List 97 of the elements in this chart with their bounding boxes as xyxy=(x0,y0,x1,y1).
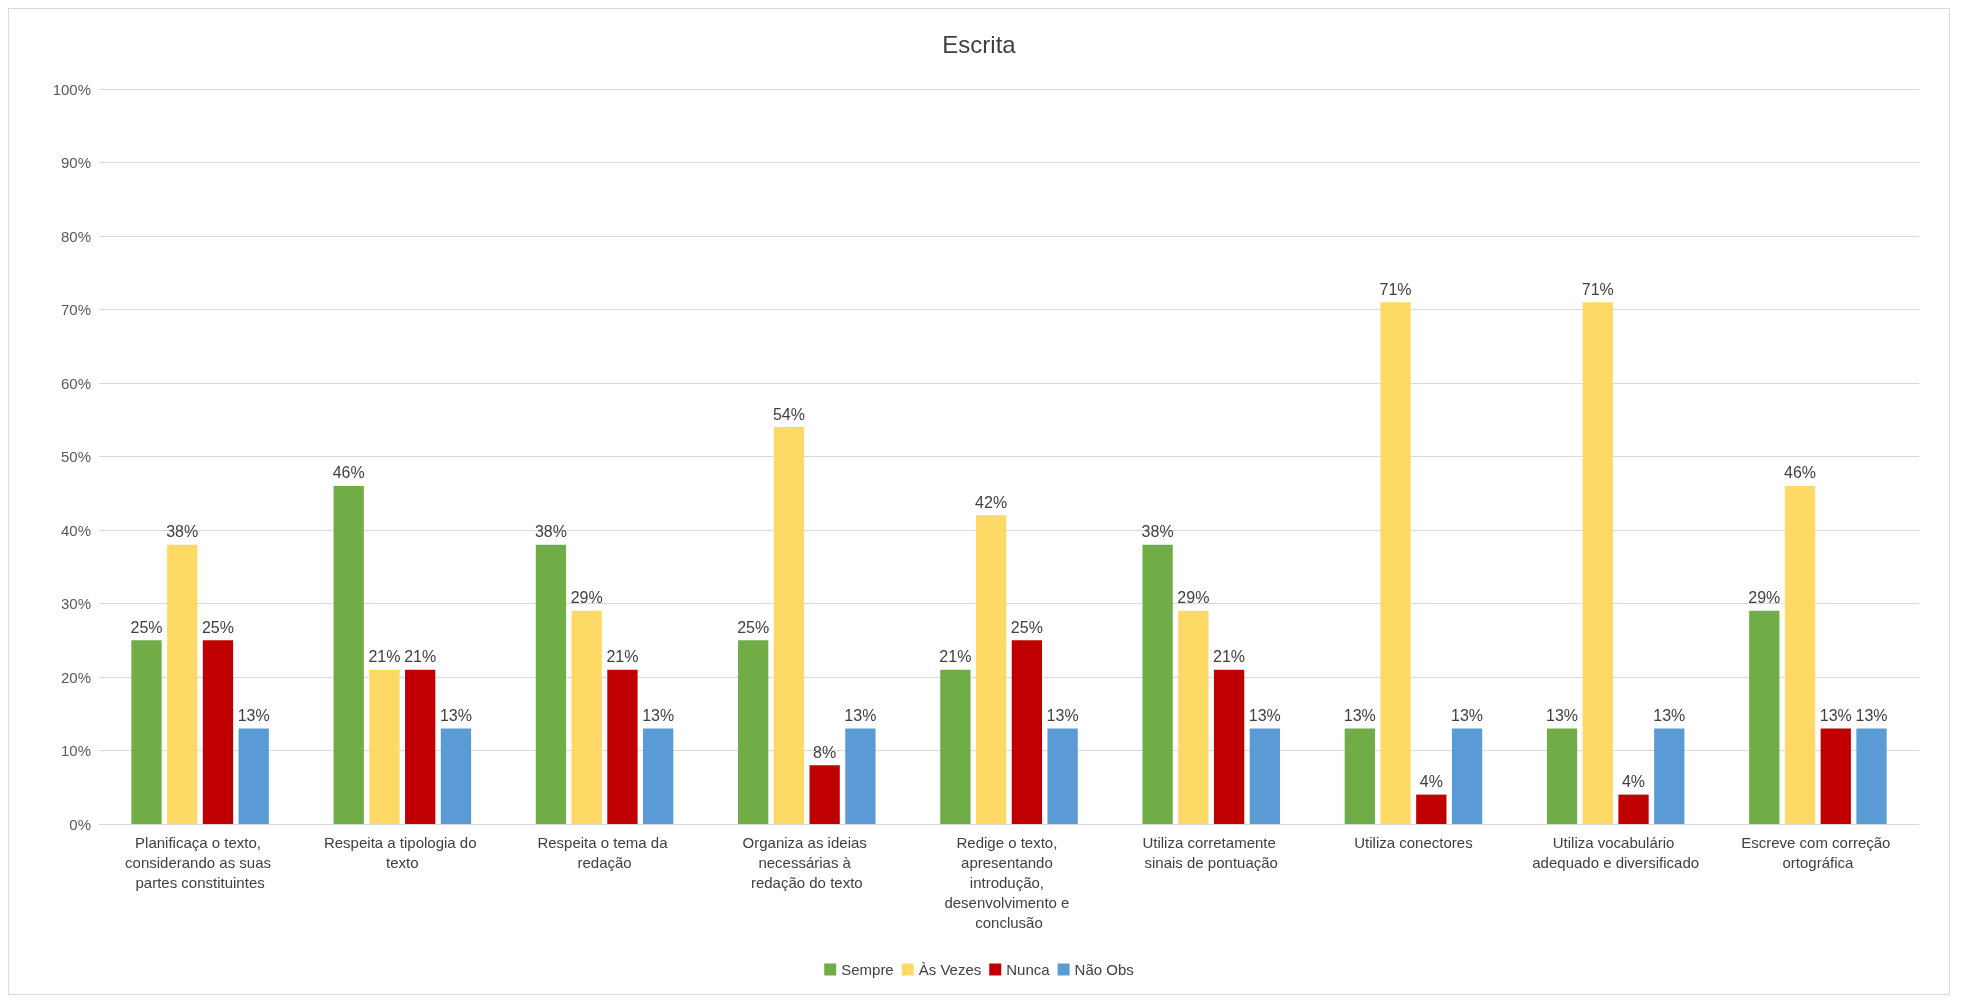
data-label: 21% xyxy=(1213,648,1246,666)
bar xyxy=(1011,640,1043,824)
bar xyxy=(1856,728,1887,824)
legend-label: Sempre xyxy=(841,961,894,978)
bar xyxy=(845,728,876,824)
bar xyxy=(535,544,567,824)
bar xyxy=(738,640,769,824)
bar xyxy=(975,515,1007,824)
data-label: 54% xyxy=(772,405,805,423)
legend-label: Nunca xyxy=(1006,961,1051,978)
data-label: 8% xyxy=(813,743,837,761)
bar xyxy=(440,728,472,824)
data-label: 71% xyxy=(1379,280,1412,298)
bar xyxy=(1178,610,1209,824)
bar xyxy=(1249,728,1280,824)
bar xyxy=(940,669,971,824)
data-label: 29% xyxy=(1748,589,1781,607)
data-label: 13% xyxy=(844,706,877,724)
bar xyxy=(202,640,234,824)
data-label: 21% xyxy=(404,648,437,666)
bar xyxy=(571,610,602,824)
x-tick-label: Redige o texto, apresentando introdução, desenvolvimento e conclusão xyxy=(944,833,1074,931)
bar xyxy=(131,640,162,824)
bar xyxy=(1546,728,1578,824)
bar xyxy=(1618,794,1649,824)
data-label: 4% xyxy=(1621,773,1646,791)
data-label: 29% xyxy=(1177,589,1210,607)
y-tick-label: 20% xyxy=(60,668,91,686)
data-label: 13% xyxy=(439,706,472,724)
bar xyxy=(1047,728,1078,824)
data-label: 13% xyxy=(1855,706,1888,724)
y-tick-label: 70% xyxy=(60,301,91,318)
bar xyxy=(1749,610,1780,824)
y-tick-label: 30% xyxy=(60,595,91,612)
y-tick-label: 100% xyxy=(52,80,91,98)
data-label: 13% xyxy=(1653,706,1686,724)
y-tick-label: 50% xyxy=(60,448,91,465)
data-label: 13% xyxy=(1343,706,1376,724)
bar xyxy=(1654,728,1685,824)
data-label: 13% xyxy=(1248,706,1281,724)
bar xyxy=(238,728,269,824)
bar xyxy=(1582,302,1613,824)
data-label: 71% xyxy=(1581,280,1614,298)
bar xyxy=(1416,794,1447,824)
x-tick-label: Utiliza corretamente sinais de pontuação xyxy=(1142,833,1280,871)
bar xyxy=(1344,728,1375,824)
bar xyxy=(1213,669,1245,824)
data-label: 21% xyxy=(606,648,639,666)
x-tick-label: Organiza as ideias necessárias à redação do texto xyxy=(742,833,871,891)
x-tick-label: Planificaça o texto, considerando as suas partes constituintes xyxy=(125,833,276,891)
bar xyxy=(1784,485,1816,824)
legend-label: Não Obs xyxy=(1074,961,1134,978)
data-label: 42% xyxy=(975,493,1008,511)
y-tick-label: 40% xyxy=(60,521,91,539)
data-label: 25% xyxy=(737,618,770,636)
data-label: 46% xyxy=(332,464,365,482)
bar xyxy=(405,669,436,824)
data-label: 21% xyxy=(368,648,401,666)
bar xyxy=(1451,728,1483,824)
data-label: 38% xyxy=(166,523,199,541)
x-tick-label: Utiliza conectores xyxy=(1354,833,1473,851)
data-label: 38% xyxy=(1141,523,1174,541)
x-tick-label: Escreve com correção ortográfica xyxy=(1741,833,1895,871)
data-label: 21% xyxy=(939,648,972,666)
data-label: 13% xyxy=(1046,706,1079,724)
data-label: 25% xyxy=(1010,618,1043,636)
bar xyxy=(643,728,674,824)
data-label: 13% xyxy=(1451,706,1484,724)
data-label: 29% xyxy=(570,589,603,607)
y-tick-label: 10% xyxy=(60,742,91,759)
data-label: 13% xyxy=(642,706,675,724)
bar xyxy=(809,765,840,824)
y-tick-label: 80% xyxy=(60,227,91,245)
x-tick-label: Utiliza vocabulário adequado e diversificado xyxy=(1532,833,1700,871)
bar xyxy=(1380,302,1411,824)
data-label: 38% xyxy=(534,523,567,541)
data-label: 46% xyxy=(1784,464,1817,482)
bar xyxy=(369,669,400,824)
data-label: 13% xyxy=(237,706,270,724)
data-label: 13% xyxy=(1819,706,1852,724)
y-tick-label: 90% xyxy=(60,154,91,171)
x-tick-label: Respeita a tipologia do texto xyxy=(323,833,481,871)
bar xyxy=(167,544,198,824)
data-label: 25% xyxy=(130,618,163,636)
data-label: 13% xyxy=(1546,706,1579,724)
chart-title: Escrita xyxy=(942,30,1017,58)
bar xyxy=(773,427,805,824)
y-tick-label: 0% xyxy=(69,815,91,833)
data-label: 25% xyxy=(201,618,234,636)
bar xyxy=(1142,544,1173,824)
y-tick-label: 60% xyxy=(60,374,91,392)
bar xyxy=(607,669,638,824)
data-label: 4% xyxy=(1419,773,1443,791)
bar xyxy=(1820,728,1851,824)
legend-label: Às Vezes xyxy=(918,961,982,978)
x-tick-label: Respeita o tema da redação xyxy=(537,833,672,871)
bar xyxy=(333,485,364,824)
